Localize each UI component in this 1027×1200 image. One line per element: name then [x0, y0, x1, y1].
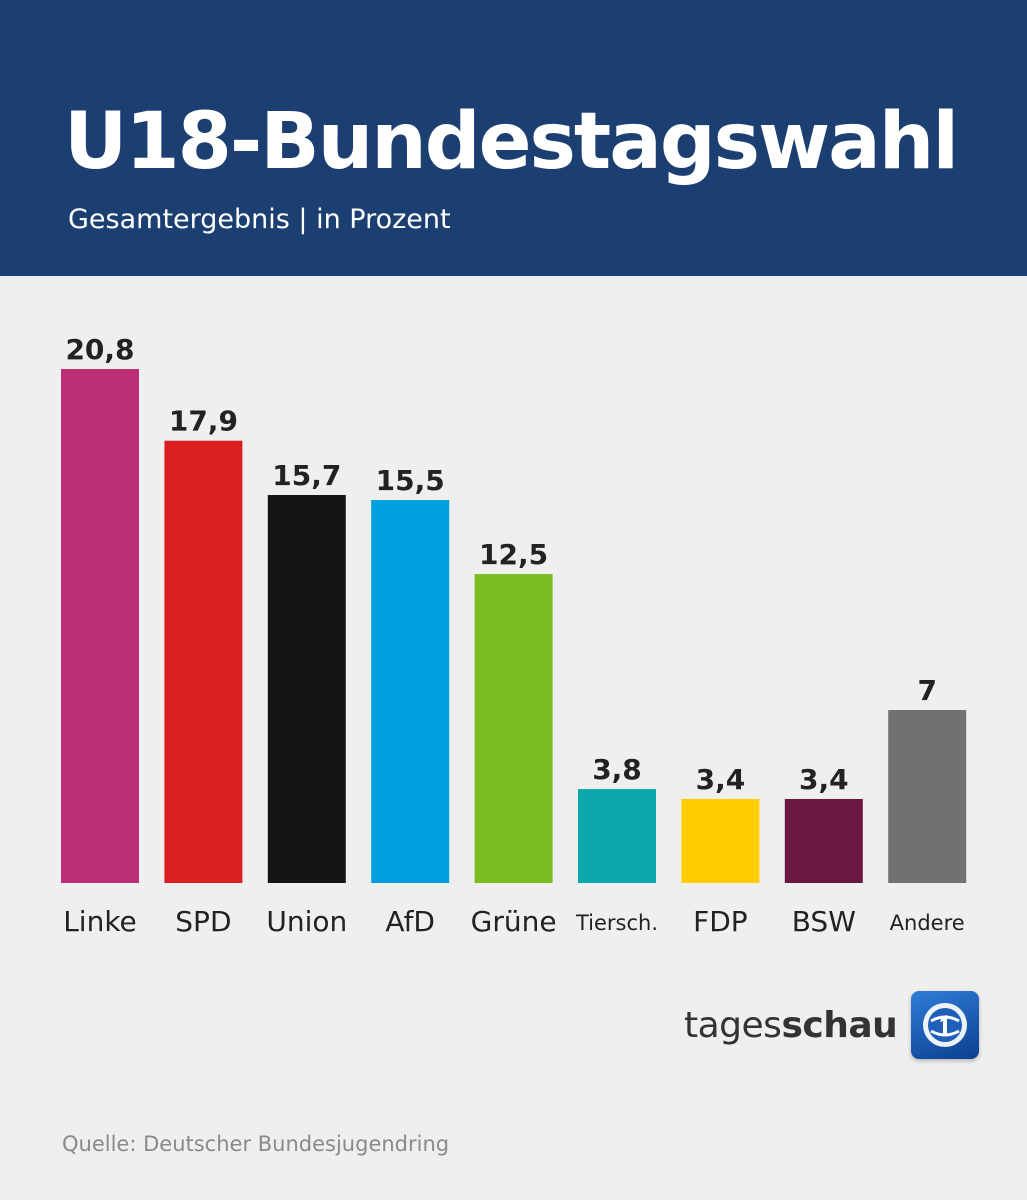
logo-wordmark: tagesschau [684, 1004, 898, 1046]
bar-union [267, 495, 346, 883]
bar-chart: 20,8 Linke 17,9 SPD 15,7 Union 15,5 AfD 12,5 Grün… [61, 333, 967, 938]
page-subtitle: Gesamtergebnis | in Prozent [68, 204, 451, 235]
source-note: Quelle: Deutscher Bundesjugendring [62, 1132, 450, 1156]
value-label: 20,8 [65, 333, 134, 366]
category-label: FDP [693, 905, 748, 938]
header-banner: U18-Bundestagswahl Gesamtergebnis | in P… [0, 0, 1027, 276]
category-label: Tiersch. [575, 911, 658, 935]
value-label: 17,9 [169, 405, 238, 438]
bar-fdp [681, 799, 760, 883]
category-label: AfD [385, 905, 435, 938]
bar-andere [888, 710, 967, 883]
category-label: Grüne [471, 905, 557, 938]
bar-grüne [474, 574, 553, 883]
value-label: 3,4 [696, 763, 746, 796]
category-label: Linke [63, 905, 137, 938]
category-label: SPD [175, 905, 231, 938]
value-label: 3,4 [799, 763, 849, 796]
value-label: 12,5 [479, 538, 548, 571]
logo-prefix: tages [684, 1004, 782, 1046]
page-title: U18-Bundestagswahl [64, 97, 959, 187]
bar-afd [371, 500, 450, 883]
category-label: BSW [792, 905, 856, 938]
bar-tiersch [578, 789, 656, 883]
category-label: Andere [890, 911, 965, 935]
value-label: 7 [917, 674, 936, 707]
bar-bsw [784, 799, 863, 883]
value-label: 15,5 [376, 464, 445, 497]
logo-suffix: schau [781, 1004, 898, 1046]
tagesschau-globe-icon [911, 991, 980, 1059]
value-label: 15,7 [272, 459, 341, 492]
tagesschau-logo: tagesschau [684, 990, 980, 1060]
category-label: Union [266, 905, 347, 938]
value-label: 3,8 [592, 753, 642, 786]
bar-linke [61, 369, 139, 883]
bar-spd [164, 440, 243, 883]
